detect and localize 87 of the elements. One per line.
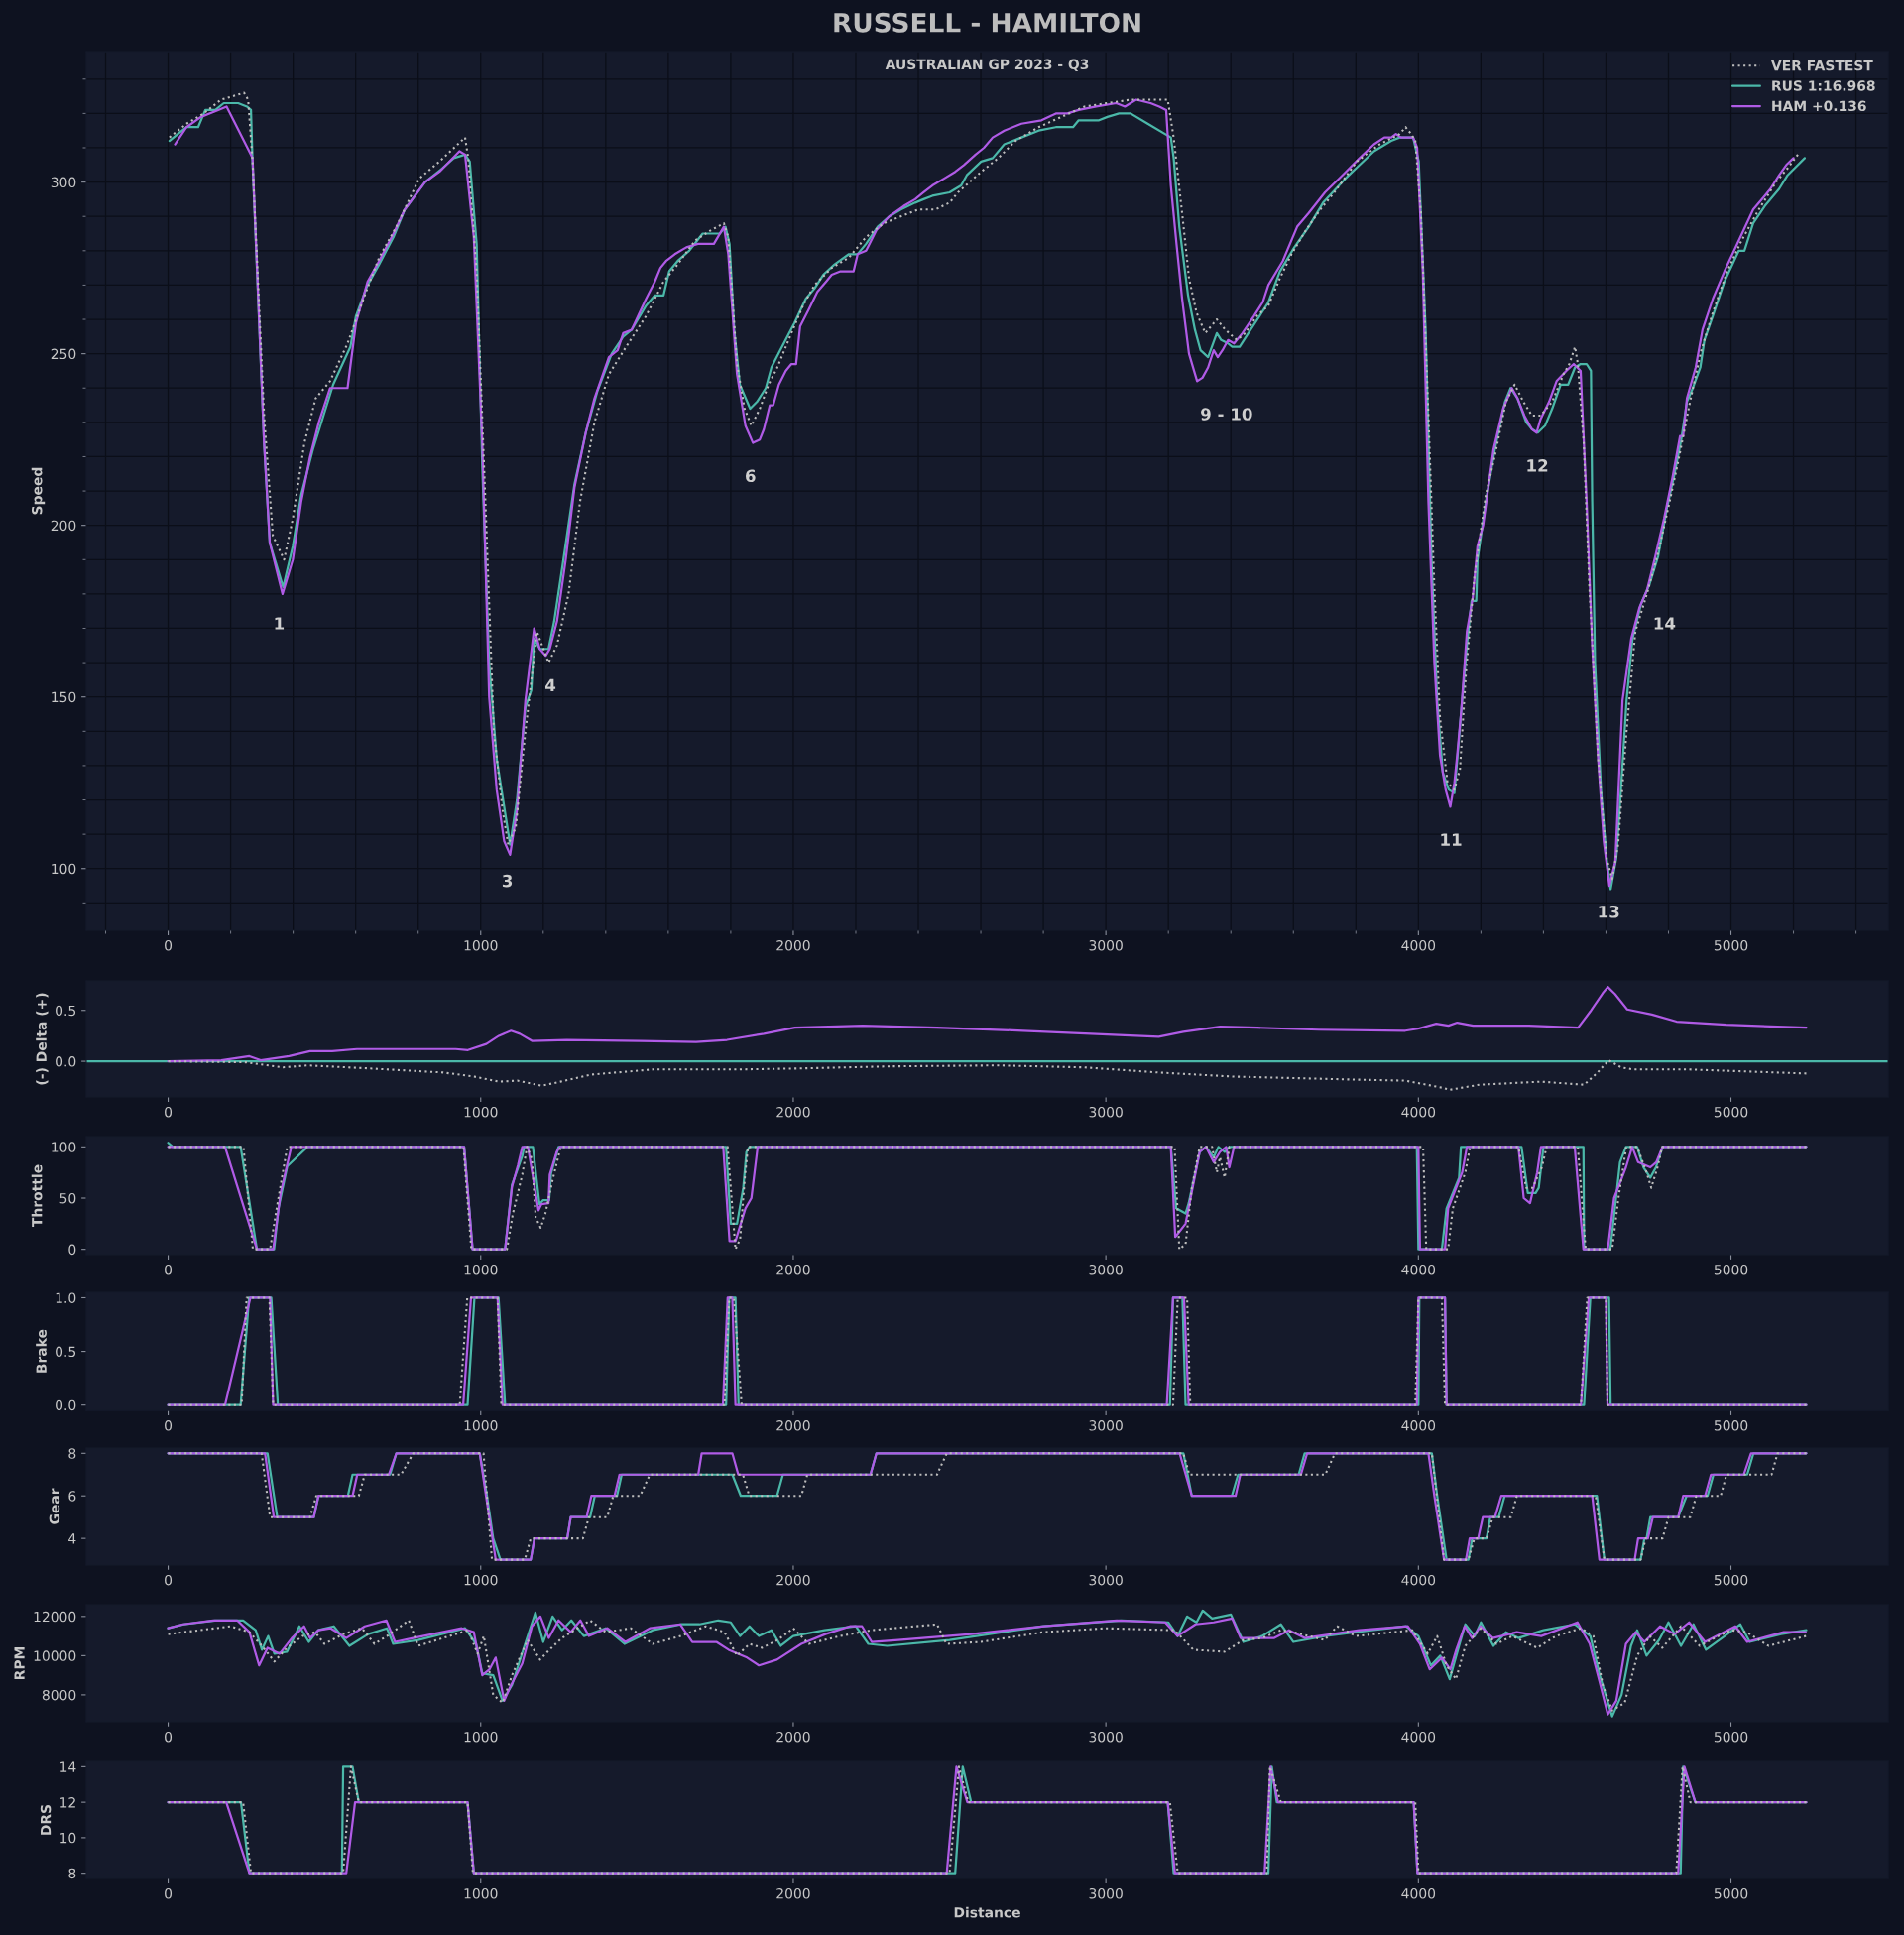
x-tick-label: 4000 [1401,1888,1436,1899]
y-tick-label: 0.5 [56,1005,76,1017]
annotation: 6 [745,469,756,483]
x-tick-label: 5000 [1714,1574,1748,1586]
y-tick-label: 0.0 [56,1399,76,1411]
y-axis-title: DRS [40,1804,52,1835]
y-tick-label: 8 [68,1448,76,1459]
x-tick-label: 4000 [1401,1106,1436,1118]
x-tick-label: 3000 [1089,1106,1123,1118]
x-tick-label: 2000 [776,940,810,951]
annotation: 3 [502,874,513,888]
x-tick-label: 0 [165,1888,173,1899]
x-tick-label: 3000 [1089,940,1123,951]
x-tick-label: 4000 [1401,1731,1436,1743]
y-tick-label: 14 [60,1761,76,1772]
chart-title: RUSSELL - HAMILTON [834,12,1140,33]
x-tick-label: 4000 [1401,940,1436,951]
y-axis-title: RPM [14,1646,25,1680]
x-tick-label: 2000 [776,1888,810,1899]
x-tick-label: 0 [165,1106,173,1118]
y-tick-label: 0.5 [56,1346,76,1358]
y-tick-label: 1.0 [56,1292,76,1303]
y-tick-label: 8 [68,1868,76,1879]
x-tick-label: 0 [165,940,173,951]
y-axis-title: Gear [49,1488,60,1524]
y-tick-label: 0.0 [56,1056,76,1067]
legend-label: HAM +0.136 [1772,100,1866,112]
x-tick-label: 1000 [464,1888,498,1899]
x-tick-label: 5000 [1714,1731,1748,1743]
y-tick-label: 250 [51,348,76,360]
y-tick-label: 12 [60,1797,75,1808]
x-tick-label: 1000 [464,1265,498,1275]
y-tick-label: 300 [51,177,76,188]
annotation: 11 [1441,833,1462,846]
x-tick-label: 0 [165,1574,173,1586]
x-tick-label: 2000 [776,1574,810,1586]
x-tick-label: 2000 [776,1420,810,1431]
y-tick-label: 200 [51,520,76,532]
x-tick-label: 2000 [776,1731,810,1743]
annotation: 14 [1654,617,1676,630]
annotation: 1 [275,617,285,630]
x-tick-label: 1000 [464,1731,498,1743]
chart-subtitle: AUSTRALIAN GP 2023 - Q3 [885,59,1089,71]
x-tick-label: 5000 [1714,1888,1748,1899]
x-tick-label: 3000 [1089,1888,1123,1899]
y-axis-title: Throttle [31,1164,43,1228]
x-tick-label: 5000 [1714,1420,1748,1431]
y-tick-label: 100 [52,1142,76,1152]
y-tick-label: 50 [60,1192,76,1204]
x-tick-label: 3000 [1089,1574,1123,1586]
x-tick-label: 2000 [776,1106,810,1118]
x-tick-label: 1000 [464,1106,498,1118]
y-axis-title: Speed [31,467,46,515]
y-tick-label: 100 [52,863,76,875]
x-tick-label: 4000 [1401,1420,1436,1431]
annotation: 13 [1599,905,1619,918]
y-tick-label: 10 [60,1832,76,1844]
x-tick-label: 1000 [464,1420,498,1431]
x-tick-label: 0 [165,1420,173,1431]
y-tick-label: 8000 [42,1689,76,1701]
x-tick-label: 3000 [1089,1420,1123,1431]
annotation: 4 [545,678,556,691]
x-tick-label: 0 [165,1731,173,1743]
x-tick-label: 1000 [464,1574,498,1586]
y-tick-label: 0 [68,1244,76,1256]
x-tick-label: 0 [165,1265,173,1275]
x-axis-title: Distance [954,1906,1020,1918]
x-tick-label: 4000 [1401,1574,1436,1586]
y-tick-label: 6 [68,1491,76,1502]
y-axis-title: (-) Delta (+) [36,993,49,1085]
x-tick-label: 5000 [1714,940,1748,951]
x-tick-label: 2000 [776,1265,810,1275]
y-tick-label: 150 [52,691,76,703]
x-tick-label: 5000 [1714,1265,1748,1275]
x-tick-label: 5000 [1714,1106,1748,1118]
y-tick-label: 4 [68,1533,76,1544]
x-tick-label: 3000 [1089,1265,1123,1275]
legend-label: RUS 1:16.968 [1772,80,1875,91]
y-tick-label: 12000 [34,1611,76,1623]
x-tick-label: 1000 [464,940,498,951]
legend-label: VER FASTEST [1771,60,1873,71]
x-tick-label: 4000 [1401,1265,1436,1275]
annotation: 9 - 10 [1201,408,1252,421]
annotation: 12 [1527,459,1548,472]
y-axis-title: Brake [36,1329,47,1373]
y-tick-label: 10000 [34,1650,76,1661]
x-tick-label: 3000 [1089,1731,1123,1743]
